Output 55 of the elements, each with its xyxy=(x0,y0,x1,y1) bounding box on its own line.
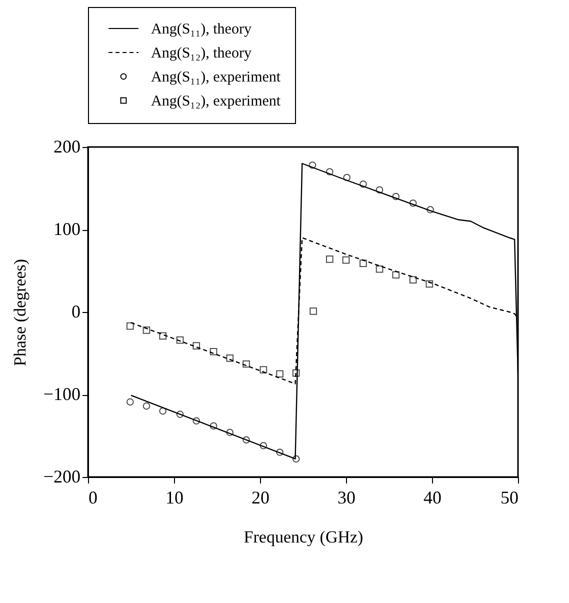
point xyxy=(308,161,316,169)
point xyxy=(126,398,134,406)
y-tick-label: −100 xyxy=(43,384,80,404)
x-tick-label: 20 xyxy=(252,488,270,508)
point xyxy=(142,326,150,334)
point xyxy=(210,422,218,430)
point xyxy=(176,410,184,418)
point xyxy=(210,348,218,356)
point xyxy=(159,407,166,415)
point xyxy=(126,322,134,330)
point xyxy=(426,280,434,288)
x-tick-label: 0 xyxy=(88,488,98,508)
point xyxy=(310,308,317,315)
point xyxy=(260,366,268,374)
legend-label: Ang(S₁₁), theory xyxy=(151,22,252,38)
point xyxy=(176,336,184,344)
y-tick-label: 0 xyxy=(72,302,80,322)
x-tick-label: 10 xyxy=(166,488,184,508)
legend-label: Ang(S₁₂), theory xyxy=(151,46,252,62)
legend-label: Ang(S₁₁), experiment xyxy=(151,70,282,86)
point xyxy=(242,360,250,368)
point xyxy=(276,448,284,456)
point xyxy=(242,436,250,444)
point xyxy=(409,276,417,284)
point xyxy=(360,180,367,188)
point xyxy=(326,256,334,263)
point xyxy=(260,442,268,450)
point xyxy=(326,168,334,176)
x-axis-title: Frequency (GHz) xyxy=(244,528,364,546)
point xyxy=(342,256,350,264)
y-tick-label: 200 xyxy=(54,136,80,156)
point xyxy=(392,192,400,200)
point xyxy=(142,402,150,410)
point xyxy=(376,186,384,194)
point xyxy=(226,428,234,436)
y-axis-title: Phase (degrees) xyxy=(10,258,30,366)
point xyxy=(292,369,300,377)
point xyxy=(360,260,367,267)
point xyxy=(409,199,417,207)
point xyxy=(292,455,300,463)
y-tick-label: 100 xyxy=(54,219,80,239)
point xyxy=(426,206,434,214)
x-tick-label: 50 xyxy=(500,488,518,508)
legend-label: Ang(S₁₂), experiment xyxy=(151,94,282,110)
point xyxy=(226,354,234,362)
x-tick-label: 30 xyxy=(338,488,356,508)
point xyxy=(343,174,351,182)
y-tick-label: −200 xyxy=(43,466,80,486)
point xyxy=(159,332,166,340)
point xyxy=(376,265,384,273)
point xyxy=(192,417,200,425)
point xyxy=(192,342,200,350)
point xyxy=(392,271,400,279)
x-tick-label: 40 xyxy=(424,488,442,508)
point xyxy=(276,370,284,378)
